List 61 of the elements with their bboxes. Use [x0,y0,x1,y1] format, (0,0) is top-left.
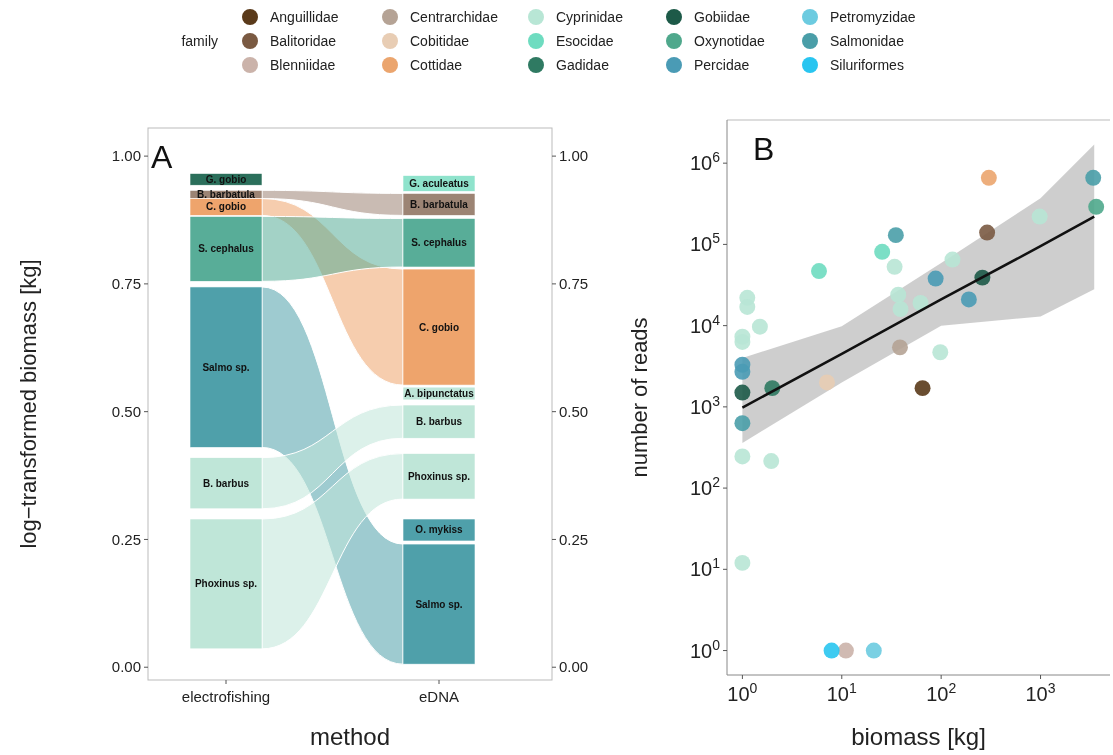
legend-label: Gobiidae [694,8,751,25]
text: Salmo sp. [415,598,463,610]
text: C. gobio [419,321,459,333]
y2-tick-label: 0.25 [559,530,589,548]
legend-label: Cobitidae [410,32,470,49]
x-tick-label: electrofishing [181,688,271,705]
series-label: G. gobio [205,173,247,185]
chart-title: A [151,139,173,175]
legend-label: Blenniidae [270,56,336,73]
legend-label: Centrarchidae [410,8,499,25]
y-tick-label: 10$^{3}$ [689,392,721,418]
legend-label: Balitoridae [270,32,337,49]
x-tick-label: 10$^{2}$ [926,680,957,705]
series-label: B. barbus [415,416,463,428]
series-label: B. barbatula [197,188,256,200]
legend-label: Salmonidae [830,32,905,49]
series-label: A. bipunctatus [404,388,475,400]
y-tick-label: 10$^{6}$ [689,149,721,175]
series-label: O. mykiss [415,524,464,536]
series-label: S. cephalus [411,237,468,249]
y-tick-label: 0.75 [111,275,141,293]
y-tick-label: 10$^{0}$ [689,636,721,662]
legend-title: family [181,32,218,49]
y-tick-label: 0.50 [111,402,141,420]
series-label: C. gobio [206,201,246,213]
text: B. barbus [202,477,250,489]
y2-tick-label: 0.75 [559,275,589,293]
legend-label: Cyprinidae [556,8,624,25]
text: B. barbatula [410,198,468,210]
text: Phoxinus sp. [407,470,471,482]
x-axis-title: method [309,723,391,750]
x-tick-label: eDNA [418,688,460,705]
legend-label: Anguillidae [270,8,339,25]
y-axis-title: log−transformed biomass [kg] [16,259,41,549]
y-tick-label: 0.00 [111,658,141,676]
chart-title: B [753,131,775,167]
series-label: Salmo sp. [202,361,250,373]
y2-tick-label: 1.00 [559,147,589,165]
y-axis-title: number of reads [627,317,652,478]
series-label: G. aculeatus [409,177,470,189]
x-tick-label: 10$^{1}$ [826,680,857,705]
y-tick-label: 10$^{2}$ [689,474,721,500]
y-tick-label: 1.00 [111,147,141,165]
legend-label: Cottidae [410,56,463,73]
series-label: Phoxinus sp. [194,578,258,590]
y-tick-label: 0.25 [111,530,141,548]
y-tick-label: 10$^{4}$ [689,311,721,337]
y2-tick-label: 0.00 [559,658,589,676]
legend-label: Siluriformes [830,56,904,73]
x-tick-label: 10$^{0}$ [727,680,758,705]
legend-label: Gadidae [556,56,610,73]
legend-label: Esocidae [556,32,614,49]
x-axis-title: biomass [kg] [851,723,986,750]
legend-label: Petromyzidae [830,8,916,25]
y-tick-label: 10$^{5}$ [689,230,721,256]
text: S. cephalus [198,243,254,255]
y2-tick-label: 0.50 [559,402,589,420]
legend-label: Percidae [694,56,750,73]
y-tick-label: 10$^{1}$ [689,555,721,581]
x-tick-label: 10$^{3}$ [1025,680,1056,705]
legend-label: Oxynotidae [694,32,766,49]
